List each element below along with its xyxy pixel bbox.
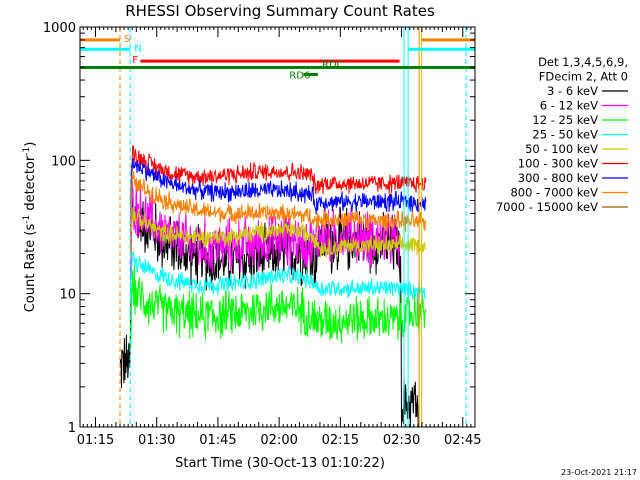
legend-entry-2: 12 - 25 keV bbox=[532, 113, 598, 127]
legend-entry-0: 3 - 6 keV bbox=[547, 84, 598, 98]
legend-entry-8: 7000 - 15000 keV bbox=[496, 200, 598, 214]
flag-bars-layer: SNF RDC RD6 bbox=[80, 34, 475, 82]
y-tick-label-1: 10 bbox=[59, 288, 76, 303]
series-line-6 bbox=[130, 158, 427, 243]
flag-bar-n-1 bbox=[408, 47, 475, 51]
flag-label-rd6: RD6 bbox=[289, 71, 310, 82]
legend: Det 1,3,4,5,6,9,FDecim 2, Att 03 - 6 keV… bbox=[496, 55, 628, 214]
plot-frame bbox=[79, 26, 476, 428]
series-line-4 bbox=[130, 207, 427, 259]
y-axis-label-part1: Count Rate (s bbox=[23, 224, 38, 313]
x-tick-label-1: 01:30 bbox=[138, 433, 175, 448]
flag-label-n: N bbox=[134, 43, 141, 54]
legend-entry-3: 25 - 50 keV bbox=[532, 128, 598, 142]
y-axis-label-part2: detector bbox=[23, 155, 38, 215]
flag-label-s: S bbox=[124, 34, 130, 45]
legend-entry-7: 800 - 7000 keV bbox=[510, 186, 598, 200]
series-line-3 bbox=[130, 251, 427, 301]
y-tick-label-3: 1000 bbox=[43, 21, 76, 36]
flag-bar-n-0 bbox=[80, 47, 131, 51]
legend-entry-1: 6 - 12 keV bbox=[540, 99, 598, 113]
series-line-7 bbox=[130, 171, 427, 254]
chart-title: RHESSI Observing Summary Count Rates bbox=[125, 2, 435, 20]
x-axis-label: Start Time (30-Oct-13 01:10:22) bbox=[175, 456, 385, 471]
flag-bar-rd6-0 bbox=[303, 73, 318, 76]
flag-bar-s-1 bbox=[421, 38, 475, 42]
series-layer bbox=[119, 145, 427, 428]
x-tick-label-0: 01:15 bbox=[77, 433, 114, 448]
series-line-2 bbox=[130, 264, 427, 349]
x-tick-label-3: 02:00 bbox=[260, 433, 297, 448]
x-tick-label-4: 02:15 bbox=[322, 433, 359, 448]
y-axis-label: Count Rate (s-1 detector-1) bbox=[22, 142, 38, 313]
y-tick-label-0: 1 bbox=[68, 421, 76, 436]
y-axis-label-part3: ) bbox=[23, 142, 38, 147]
flag-label-f: F bbox=[132, 55, 138, 66]
timestamp: 23-Oct-2021 21:17 bbox=[561, 468, 637, 477]
series-line-5 bbox=[130, 145, 427, 230]
legend-entry-4: 50 - 100 keV bbox=[525, 142, 598, 156]
flag-bar-f-0 bbox=[140, 59, 400, 63]
axis-ticks-layer: 01:15 01:30 01:45 02:00 02:15 02:30 02:45 1 10 10… bbox=[43, 21, 482, 448]
legend-entry-5: 100 - 300 keV bbox=[518, 157, 598, 171]
flag-bar-rdc-0 bbox=[80, 66, 475, 69]
flag-label-rdc: RDC bbox=[322, 60, 344, 71]
legend-header-1: FDecim 2, Att 0 bbox=[539, 70, 628, 84]
legend-header-0: Det 1,3,4,5,6,9, bbox=[538, 55, 628, 69]
legend-entry-6: 300 - 800 keV bbox=[518, 171, 598, 185]
y-tick-label-2: 100 bbox=[51, 154, 76, 169]
x-tick-label-2: 01:45 bbox=[199, 433, 236, 448]
y-axis-label-sup2: -1 bbox=[22, 147, 32, 156]
flag-bar-s-0 bbox=[80, 38, 120, 42]
vertical-lines-layer bbox=[119, 27, 467, 427]
y-axis-label-sup1: -1 bbox=[22, 215, 32, 224]
x-tick-label-5: 02:30 bbox=[383, 433, 420, 448]
x-tick-label-6: 02:45 bbox=[444, 433, 481, 448]
